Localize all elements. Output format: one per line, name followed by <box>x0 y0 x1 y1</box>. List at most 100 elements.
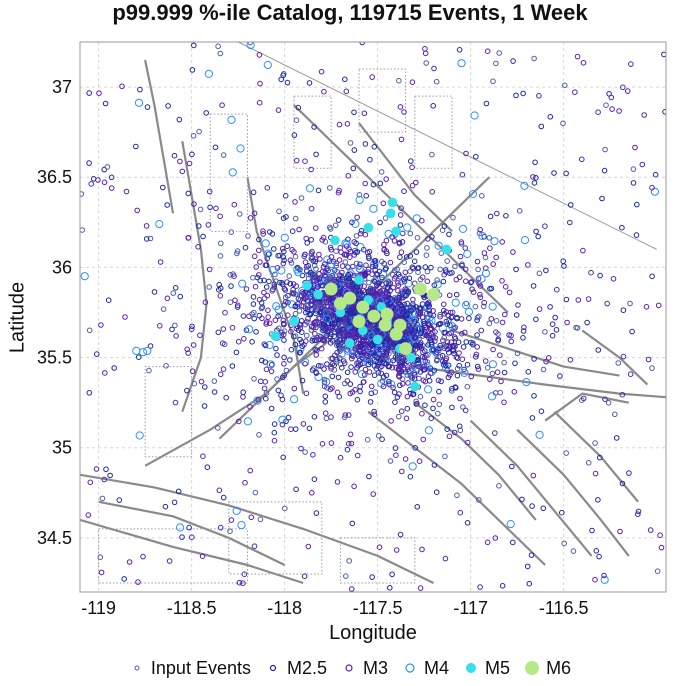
event-marker <box>431 65 437 72</box>
event-marker <box>438 378 444 385</box>
event-marker <box>351 219 360 228</box>
event-marker <box>337 361 344 368</box>
y-tick-label: 36 <box>52 257 72 277</box>
event-marker <box>639 161 646 168</box>
event-marker <box>433 78 440 85</box>
event-marker <box>519 496 525 503</box>
event-marker <box>575 297 582 303</box>
event-marker <box>348 440 355 447</box>
event-marker <box>280 331 287 338</box>
fault-zone-outline <box>358 68 407 133</box>
event-marker <box>431 367 438 374</box>
event-marker <box>342 412 349 418</box>
event-marker <box>366 473 372 480</box>
event-marker <box>328 365 334 372</box>
event-marker <box>322 261 328 267</box>
event-marker <box>317 315 323 321</box>
m5-event-marker <box>385 208 396 219</box>
event-marker <box>428 415 435 422</box>
event-marker <box>269 361 275 368</box>
event-marker <box>393 301 399 308</box>
event-marker <box>262 359 269 365</box>
event-marker <box>387 259 394 266</box>
x-tick-label: -118.5 <box>167 598 217 618</box>
event-marker <box>126 559 133 565</box>
event-marker <box>195 244 201 250</box>
m6-event-marker <box>356 300 370 314</box>
event-marker <box>498 378 504 385</box>
event-marker <box>402 269 409 276</box>
event-marker <box>451 298 460 307</box>
event-marker <box>282 299 289 305</box>
event-marker <box>328 254 335 260</box>
event-marker <box>382 266 389 273</box>
event-marker <box>235 302 241 309</box>
event-marker <box>311 414 318 420</box>
event-marker <box>302 361 308 367</box>
event-marker <box>315 363 322 369</box>
event-marker <box>525 369 532 375</box>
event-marker <box>372 263 379 269</box>
event-marker <box>377 180 384 187</box>
event-marker <box>140 553 146 560</box>
event-marker <box>411 280 418 287</box>
event-marker <box>459 171 466 178</box>
event-marker <box>213 205 219 212</box>
event-marker <box>404 305 410 312</box>
event-marker <box>580 60 587 66</box>
event-marker <box>421 366 428 373</box>
event-marker <box>412 372 418 378</box>
event-marker <box>291 385 298 392</box>
event-marker <box>366 255 373 262</box>
event-marker <box>306 425 313 432</box>
event-marker <box>176 116 183 123</box>
event-marker <box>474 332 480 338</box>
event-marker <box>236 579 243 586</box>
event-marker <box>650 187 660 196</box>
event-marker <box>101 179 108 186</box>
event-marker <box>398 205 404 211</box>
event-marker <box>617 528 623 535</box>
m5-event-marker <box>270 331 281 341</box>
event-marker <box>302 449 308 455</box>
event-marker <box>279 374 286 381</box>
event-marker <box>349 520 356 527</box>
grid <box>80 42 666 592</box>
fault-line <box>144 59 175 214</box>
event-marker <box>393 365 399 371</box>
chart-title: p99.999 %-ile Catalog, 119715 Events, 1 … <box>112 0 588 25</box>
event-marker <box>318 363 324 369</box>
event-marker <box>278 76 285 83</box>
event-marker <box>324 361 330 367</box>
event-marker <box>413 249 420 255</box>
event-marker <box>397 212 404 218</box>
event-marker <box>419 410 425 417</box>
event-marker <box>347 140 354 146</box>
event-marker <box>309 338 316 344</box>
event-marker <box>265 314 272 320</box>
event-marker <box>263 321 270 327</box>
event-marker <box>324 266 330 272</box>
event-marker <box>305 184 314 193</box>
event-marker <box>164 202 170 208</box>
event-marker <box>304 306 311 313</box>
event-marker <box>501 369 508 376</box>
event-marker <box>309 490 315 496</box>
event-marker <box>411 329 418 336</box>
event-marker <box>371 411 378 418</box>
event-marker <box>165 103 171 109</box>
event-marker <box>263 390 270 396</box>
event-marker <box>191 380 198 387</box>
event-marker <box>212 144 219 151</box>
event-marker <box>635 511 641 518</box>
event-marker <box>250 301 257 307</box>
event-marker <box>321 376 328 383</box>
event-marker <box>620 353 627 360</box>
event-marker <box>257 80 263 87</box>
event-marker <box>261 295 268 302</box>
event-marker <box>535 233 542 240</box>
event-marker <box>306 80 313 86</box>
event-marker <box>216 487 223 494</box>
fault-line <box>218 338 332 440</box>
event-marker <box>417 343 424 350</box>
